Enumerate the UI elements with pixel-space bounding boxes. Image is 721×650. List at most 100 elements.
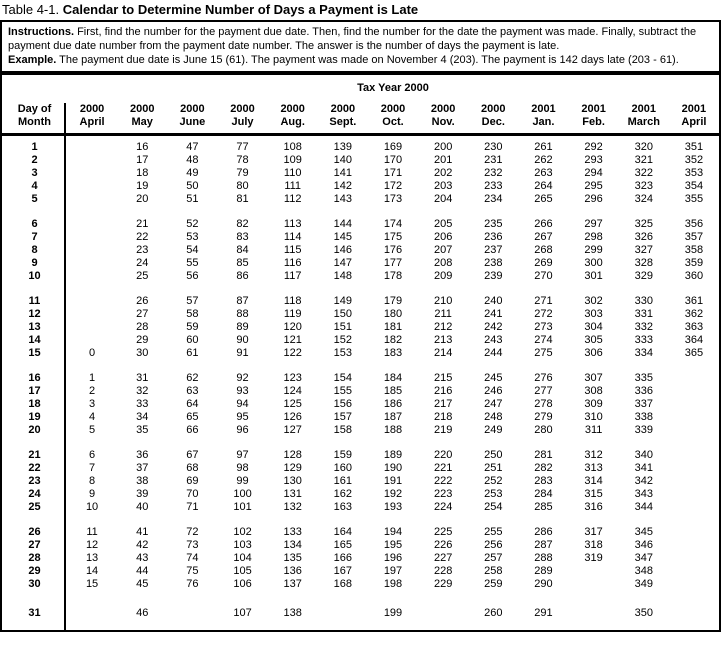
value-cell: 136 <box>283 565 302 577</box>
value-cell: 164 <box>333 526 353 538</box>
value-cell: 62 <box>186 372 199 384</box>
value-cell: 5 <box>89 424 96 436</box>
value-cell: 176 <box>383 244 403 256</box>
value-cell: 117 <box>283 270 302 282</box>
value-cell: 361 <box>684 295 704 307</box>
table-row: 16 1 31 62 92 123 154 184 215 245 276 307 335 <box>2 372 719 385</box>
table-row: 24 9 39 70 100 131 162 192 223 253 284 315 343 <box>2 488 719 501</box>
value-cell: 192 <box>383 488 403 500</box>
value-cell: 246 <box>484 385 503 397</box>
value-cell: 264 <box>534 180 553 192</box>
value-cell: 151 <box>333 321 353 333</box>
value-cell <box>569 578 619 591</box>
value-cell: 15 <box>85 578 99 590</box>
value-cell: 173 <box>383 193 403 205</box>
table-title-text: Calendar to Determine Number of Days a P… <box>62 2 419 17</box>
value-cell: 251 <box>484 462 503 474</box>
table-row: 4 19 50 80 111 142 172 203 233 264 295 323 354 <box>2 180 719 193</box>
value-cell: 159 <box>333 449 353 461</box>
value-cell: 226 <box>433 539 453 551</box>
value-cell: 163 <box>333 501 353 513</box>
table-row: 22 7 37 68 98 129 160 190 221 251 282 313 341 <box>2 462 719 475</box>
value-cell: 291 <box>534 607 553 619</box>
value-cell: 307 <box>584 372 603 384</box>
value-cell: 33 <box>136 398 149 410</box>
value-cell: 14 <box>85 565 99 577</box>
value-cell: 238 <box>484 257 503 269</box>
value-cell: 52 <box>186 218 199 230</box>
value-cell: 31 <box>136 372 149 384</box>
value-cell: 231 <box>484 154 503 166</box>
value-cell: 189 <box>383 449 403 461</box>
day-cell: 31 <box>28 607 41 619</box>
value-cell: 101 <box>233 501 252 513</box>
value-cell: 332 <box>634 321 653 333</box>
value-cell: 53 <box>186 231 199 243</box>
value-cell: 274 <box>534 334 553 346</box>
value-cell: 355 <box>684 193 704 205</box>
value-cell: 321 <box>634 154 653 166</box>
value-cell: 182 <box>383 334 403 346</box>
value-cell: 265 <box>534 193 553 205</box>
value-cell: 77 <box>236 141 249 153</box>
table-row: 29 14 44 75 105 136 167 197 228 258 289 348 <box>2 565 719 578</box>
value-cell: 252 <box>484 475 503 487</box>
value-cell: 272 <box>534 308 553 320</box>
day-cell: 29 <box>28 565 41 577</box>
value-cell: 60 <box>186 334 199 346</box>
value-cell: 132 <box>283 501 302 513</box>
value-cell: 364 <box>684 334 704 346</box>
value-cell <box>569 565 619 578</box>
value-cell: 30 <box>136 347 149 359</box>
value-cell: 197 <box>383 565 403 577</box>
value-cell: 300 <box>584 257 603 269</box>
value-cell: 365 <box>684 347 704 359</box>
value-cell: 228 <box>433 565 453 577</box>
value-cell: 337 <box>634 398 653 410</box>
value-cell <box>669 539 719 552</box>
value-cell: 253 <box>484 488 503 500</box>
value-cell: 201 <box>433 154 453 166</box>
table-number-label: Table 4-1. <box>2 2 60 17</box>
value-cell: 217 <box>433 398 453 410</box>
table-row: 6 21 52 82 113 144 174 205 235 266 297 325 356 <box>2 218 719 231</box>
value-cell: 21 <box>136 218 149 230</box>
value-cell <box>67 270 117 283</box>
value-cell: 306 <box>584 347 603 359</box>
table-row: 7 22 53 83 114 145 175 206 236 267 298 326 357 <box>2 231 719 244</box>
value-cell: 351 <box>684 141 704 153</box>
value-cell: 282 <box>534 462 553 474</box>
value-cell: 345 <box>634 526 653 538</box>
value-cell: 144 <box>333 218 353 230</box>
month-column-header: 2000 June <box>179 103 206 128</box>
value-cell: 146 <box>333 244 353 256</box>
value-cell: 279 <box>534 411 553 423</box>
value-cell: 80 <box>236 180 249 192</box>
value-cell: 320 <box>634 141 653 153</box>
table-row: 30 15 45 76 106 137 168 198 229 259 290 349 <box>2 578 719 591</box>
value-cell: 324 <box>634 193 653 205</box>
value-cell: 32 <box>136 385 149 397</box>
row-group: 31 46 107 138 199 260 291 350 <box>2 607 719 620</box>
value-cell <box>669 449 719 462</box>
value-cell: 187 <box>383 411 403 423</box>
value-cell: 85 <box>236 257 249 269</box>
value-cell: 343 <box>634 488 653 500</box>
day-cell: 6 <box>31 218 38 230</box>
month-column-header: 2000 May <box>129 103 155 128</box>
value-cell: 126 <box>283 411 302 423</box>
value-cell: 206 <box>433 231 453 243</box>
value-cell <box>669 411 719 424</box>
value-cell: 78 <box>236 154 249 166</box>
value-cell: 295 <box>584 180 603 192</box>
example-label: Example. <box>8 54 57 66</box>
table-row: 2 17 48 78 109 140 170 201 231 262 293 321 352 <box>2 154 719 167</box>
value-cell: 17 <box>136 154 149 166</box>
day-cell: 10 <box>28 270 41 282</box>
value-cell: 68 <box>186 462 199 474</box>
value-cell: 83 <box>236 231 249 243</box>
value-cell: 271 <box>534 295 553 307</box>
value-cell: 55 <box>186 257 199 269</box>
value-cell: 335 <box>634 372 653 384</box>
value-cell: 191 <box>383 475 403 487</box>
